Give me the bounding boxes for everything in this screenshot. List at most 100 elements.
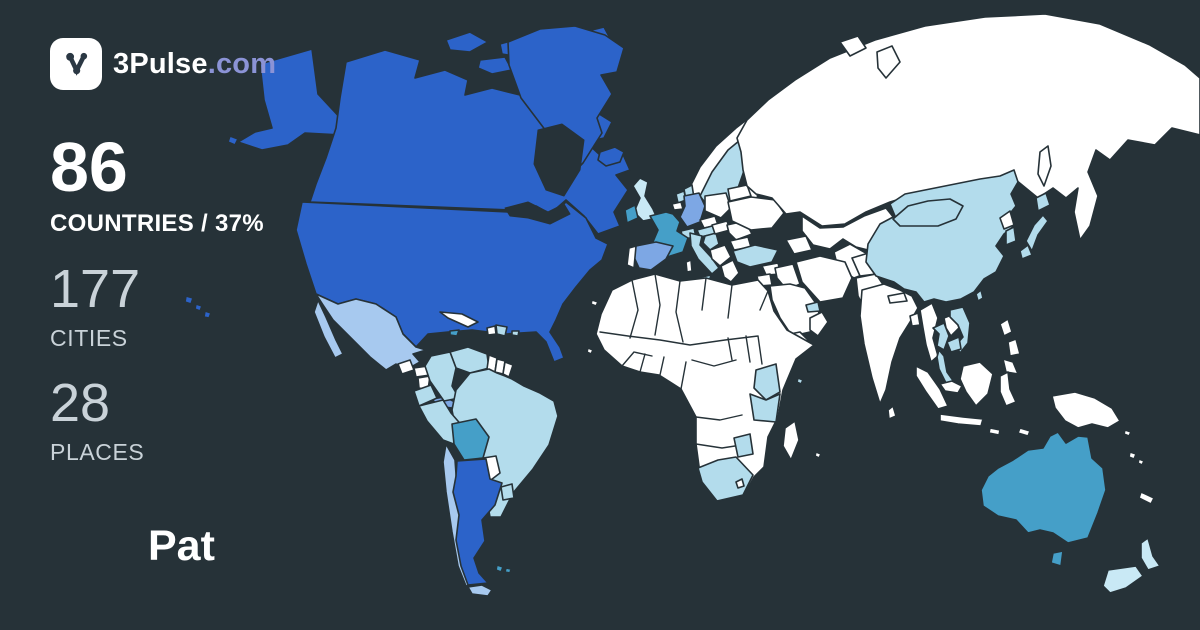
sakhalin xyxy=(1037,145,1052,187)
sumatra xyxy=(915,365,949,410)
arctic-island xyxy=(477,56,513,75)
stat-countries: 86 COUNTRIES / 37% xyxy=(50,132,264,238)
country-ukraine xyxy=(727,196,785,231)
pacific-islet xyxy=(1123,429,1132,437)
africa-country-borders xyxy=(599,273,769,496)
country-mongolia xyxy=(892,198,964,227)
sulawesi xyxy=(999,371,1017,407)
country-ireland xyxy=(624,204,639,224)
hawaii-dot xyxy=(203,310,212,319)
country-kenya xyxy=(753,363,781,401)
country-sri-lanka xyxy=(887,405,897,420)
indian-ocean-islet xyxy=(814,451,822,459)
region-africa xyxy=(586,273,815,502)
country-puerto-rico xyxy=(511,330,520,337)
country-japan-kyushu xyxy=(1019,244,1033,260)
country-greenland xyxy=(507,25,625,176)
country-madagascar xyxy=(782,420,800,461)
brand-name-main: 3Pulse xyxy=(113,47,208,80)
region-south-america xyxy=(413,346,559,597)
cities-label: CITIES xyxy=(50,325,128,351)
country-malaysia xyxy=(939,380,963,394)
hawaii-dot xyxy=(184,295,194,305)
country-aleutian-dot xyxy=(227,135,239,146)
sardinia xyxy=(685,259,693,273)
country-south-africa xyxy=(697,456,754,502)
country-dominican-republic xyxy=(495,324,508,337)
country-oman xyxy=(809,311,829,337)
country-italy xyxy=(689,232,720,275)
country-zimbabwe xyxy=(733,433,754,458)
country-turkey xyxy=(732,244,779,268)
country-mexico xyxy=(315,293,427,371)
country-spain xyxy=(632,241,674,271)
country-united-kingdom xyxy=(632,177,658,222)
country-thailand xyxy=(932,322,950,351)
country-balkans xyxy=(709,244,732,267)
country-bangladesh xyxy=(909,312,921,327)
hawaii-dot xyxy=(194,303,203,312)
brand-badge xyxy=(50,38,102,90)
country-north-korea xyxy=(999,210,1015,230)
country-haiti xyxy=(486,325,497,336)
pacific-islet xyxy=(1137,458,1145,466)
java xyxy=(939,413,984,427)
country-philippines xyxy=(1007,338,1021,357)
country-new-zealand-south xyxy=(1102,565,1144,594)
hudson-bay xyxy=(533,123,585,197)
country-portugal xyxy=(626,245,637,269)
country-iceland xyxy=(597,146,625,167)
share-nodes-icon xyxy=(66,52,88,76)
country-germany xyxy=(679,192,706,228)
country-greece xyxy=(720,259,740,283)
country-belarus xyxy=(727,184,752,202)
country-india xyxy=(859,283,919,405)
country-caucasus xyxy=(785,235,813,255)
country-taiwan xyxy=(975,289,984,302)
atlantic-islet xyxy=(590,299,599,307)
country-falkland-islands xyxy=(495,564,504,573)
timor xyxy=(1017,427,1031,437)
region-north-america xyxy=(184,25,631,409)
indian-ocean-islet xyxy=(796,377,804,385)
region-oceania xyxy=(980,429,1161,594)
country-poland xyxy=(704,192,732,219)
country-australia xyxy=(980,431,1107,544)
tasmania xyxy=(1050,550,1064,567)
brand-name: 3Pulse.com xyxy=(113,48,276,81)
country-philippines xyxy=(1002,358,1019,375)
country-argentina xyxy=(452,458,503,586)
lesser-sunda xyxy=(988,427,1001,436)
country-belgium xyxy=(671,201,684,211)
country-new-guinea xyxy=(1051,391,1121,429)
country-ecuador xyxy=(413,384,438,407)
region-asia xyxy=(732,13,1200,459)
country-nepal xyxy=(887,292,908,304)
brand-logo: 3Pulse.com xyxy=(50,38,276,90)
country-united-arab-emirates xyxy=(805,301,821,313)
country-russia xyxy=(736,13,1200,241)
stat-cities: 177 CITIES xyxy=(50,262,140,352)
country-new-caledonia xyxy=(1138,491,1155,505)
country-uruguay xyxy=(500,483,515,501)
country-united-states xyxy=(295,201,609,363)
arctic-island xyxy=(445,31,489,53)
tierra-del-fuego xyxy=(467,584,493,597)
country-japan-honshu xyxy=(1025,214,1049,252)
great-lakes xyxy=(504,201,571,225)
countries-label: COUNTRIES / 37% xyxy=(50,210,264,237)
cities-value: 177 xyxy=(50,259,141,319)
country-china xyxy=(865,169,1019,303)
country-myanmar xyxy=(919,302,939,363)
places-value: 28 xyxy=(50,373,111,433)
country-japan-hokkaido xyxy=(1035,192,1051,212)
thai-peninsula xyxy=(936,349,955,386)
places-label: PLACES xyxy=(50,439,145,465)
country-jamaica xyxy=(449,329,460,337)
novaya-zemlya xyxy=(876,45,901,79)
stat-places: 28 PLACES xyxy=(50,376,144,466)
country-philippines xyxy=(999,318,1013,337)
country-cuba xyxy=(439,311,479,328)
country-falkland-islands xyxy=(504,567,512,574)
country-new-zealand-north xyxy=(1140,537,1161,571)
